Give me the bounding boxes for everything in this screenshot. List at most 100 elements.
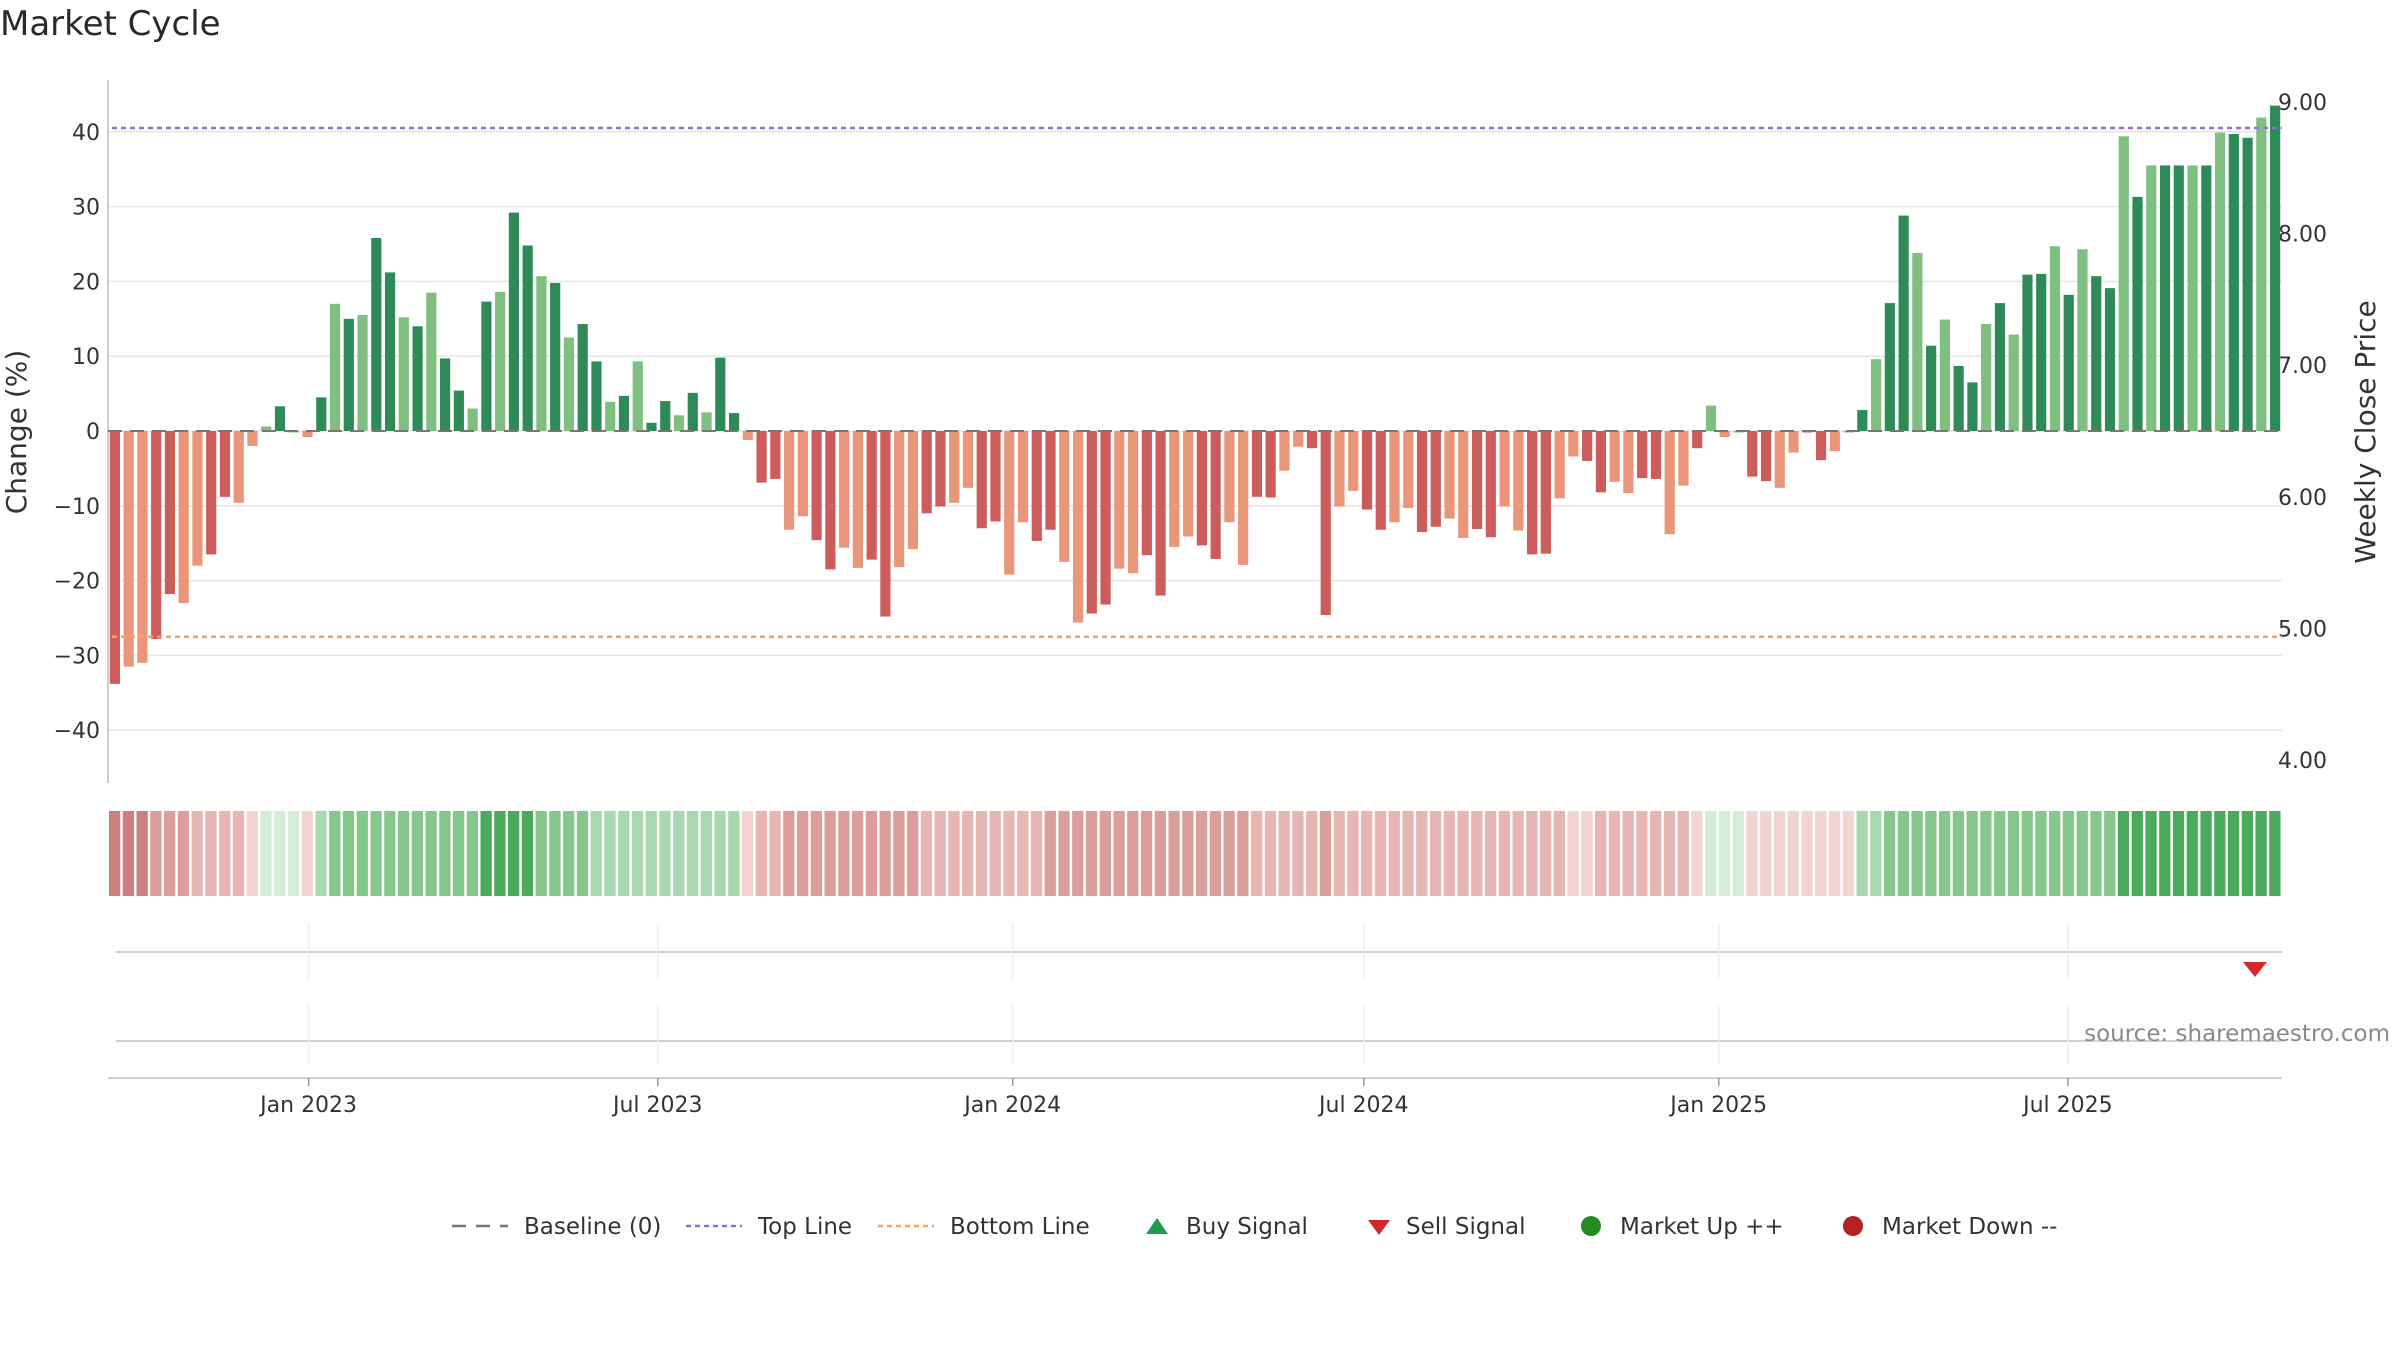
strength-cell [686,811,699,896]
change-bar [2187,165,2198,431]
strength-cell [177,811,190,896]
strength-cell [2200,811,2212,896]
change-bar [852,431,863,568]
strength-cell [1663,811,1676,896]
strength-cell [1361,811,1373,896]
change-bar [976,431,987,529]
strength-cell [1842,811,1854,896]
strength-cell [191,811,203,896]
change-bar [522,245,533,431]
change-bar [1265,431,1276,498]
strength-cell [1072,811,1084,896]
change-bars [109,105,2281,684]
strength-cell [700,811,712,896]
change-bar [219,431,231,497]
strength-cell [1085,811,1098,896]
change-bar [1692,431,1703,449]
change-bar [453,390,464,431]
strength-cell [2159,811,2171,896]
strength-cell [1182,811,1194,896]
strength-cell [1030,811,1043,896]
change-bar [1650,431,1662,479]
strength-cell [1113,811,1125,896]
change-bar [1279,431,1290,471]
change-bar [1554,431,1565,499]
x-tick-label: Jul 2025 [2021,1093,2113,1118]
change-bar [1031,431,1042,541]
strength-cell [1374,811,1387,896]
strength-cell [246,811,258,896]
strength-cell [907,811,919,896]
strength-cell [1471,811,1483,896]
y2-axis-title: Weekly Close Price [2349,300,2382,563]
change-bar [192,431,203,566]
strength-cell [2117,811,2130,896]
strength-cell [1966,811,1978,896]
strength-cell [879,811,891,896]
strength-cell [1333,811,1345,896]
strength-cell [1608,811,1621,896]
strength-cell [205,811,217,896]
y2-tick-label: 9.00 [2278,91,2327,116]
strength-cell [852,811,864,896]
change-bar [1114,431,1125,569]
change-bar [1224,431,1235,523]
strength-cell [1815,811,1827,896]
y-axis-title: Change (%) [0,350,33,515]
change-bar [1320,431,1331,616]
legend-item: Market Down -- [1843,1214,2057,1240]
strength-cell [563,811,575,896]
change-bar [632,361,643,431]
change-bar [1141,431,1152,556]
change-bar [618,395,630,431]
change-bar [1306,431,1318,449]
strength-cell [2104,811,2116,896]
change-bar [1072,431,1084,623]
y-tick-label: 40 [72,121,100,146]
change-bar [412,326,423,431]
change-bar [2173,165,2184,431]
strength-cell [1773,811,1786,896]
change-bar [357,315,368,431]
strength-cell [370,811,382,896]
strength-cell [1539,811,1552,896]
change-bar [1004,431,1015,575]
change-bar [151,431,162,639]
change-bar [233,431,244,503]
change-bar [1788,431,1799,453]
strength-cell [1553,811,1566,896]
change-bar [715,357,726,431]
strength-cell [1691,811,1703,896]
strength-cell [1650,811,1662,896]
change-bar [1485,431,1496,538]
strength-cell [590,811,602,896]
strength-cell [109,811,121,896]
legend-label: Market Up ++ [1620,1214,1784,1240]
strength-cell [535,811,547,896]
change-bar [481,301,492,431]
strength-cell [1636,811,1648,896]
strength-cell [342,811,355,896]
y-tick-label: 30 [72,196,100,221]
strength-cell [1567,811,1579,896]
strength-cell [1512,811,1524,896]
strength-cell [934,811,946,896]
change-bar [2063,294,2074,431]
strength-cell [287,811,300,896]
change-bar [1430,431,1441,527]
strength-cell [1292,811,1304,896]
strength-cell [1760,811,1772,896]
change-bar [1045,431,1056,530]
strength-cell [425,811,437,896]
change-bar [1719,431,1730,437]
strength-cell [1498,811,1510,896]
change-bar [1444,431,1455,519]
strength-cell [2186,811,2198,896]
change-bar [1375,431,1386,530]
strength-cell [1787,811,1799,896]
change-bar [1513,431,1524,531]
y-tick-label: −20 [54,570,100,595]
strength-cell [962,811,974,896]
change-bar [1637,431,1648,479]
strength-cell [521,811,534,896]
